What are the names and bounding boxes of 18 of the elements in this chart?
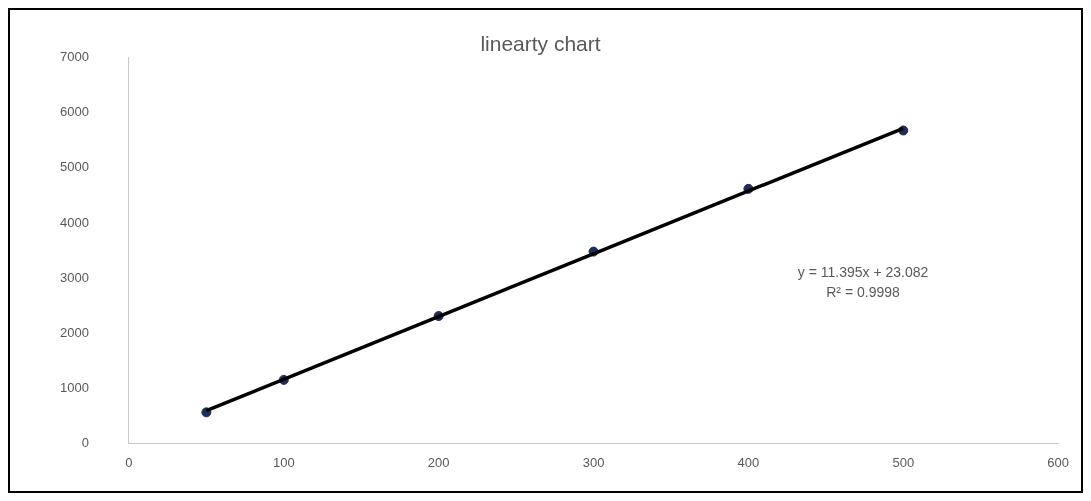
- y-tick-label: 3000: [60, 269, 89, 285]
- y-tick-label: 4000: [60, 214, 89, 230]
- x-tick-label: 600: [1047, 454, 1070, 470]
- x-tick-label: 400: [737, 454, 760, 470]
- x-tick-label: 300: [582, 454, 605, 470]
- annotation: y = 11.395x + 23.082: [797, 264, 929, 281]
- x-tick-label: 200: [427, 454, 450, 470]
- x-tick-label: 0: [125, 454, 133, 470]
- y-tick-label: 5000: [60, 159, 89, 175]
- x-tick-label: 500: [892, 454, 915, 470]
- x-tick-label: 100: [272, 454, 295, 470]
- y-tick-label: 1000: [60, 379, 89, 395]
- y-tick-label: 7000: [60, 49, 89, 65]
- y-tick-label: 6000: [60, 104, 89, 120]
- y-tick-label: 2000: [60, 324, 89, 340]
- y-tick-label: 0: [81, 434, 89, 450]
- chart-title: linearty chart: [480, 32, 601, 55]
- annotation: R² = 0.9998: [826, 284, 900, 301]
